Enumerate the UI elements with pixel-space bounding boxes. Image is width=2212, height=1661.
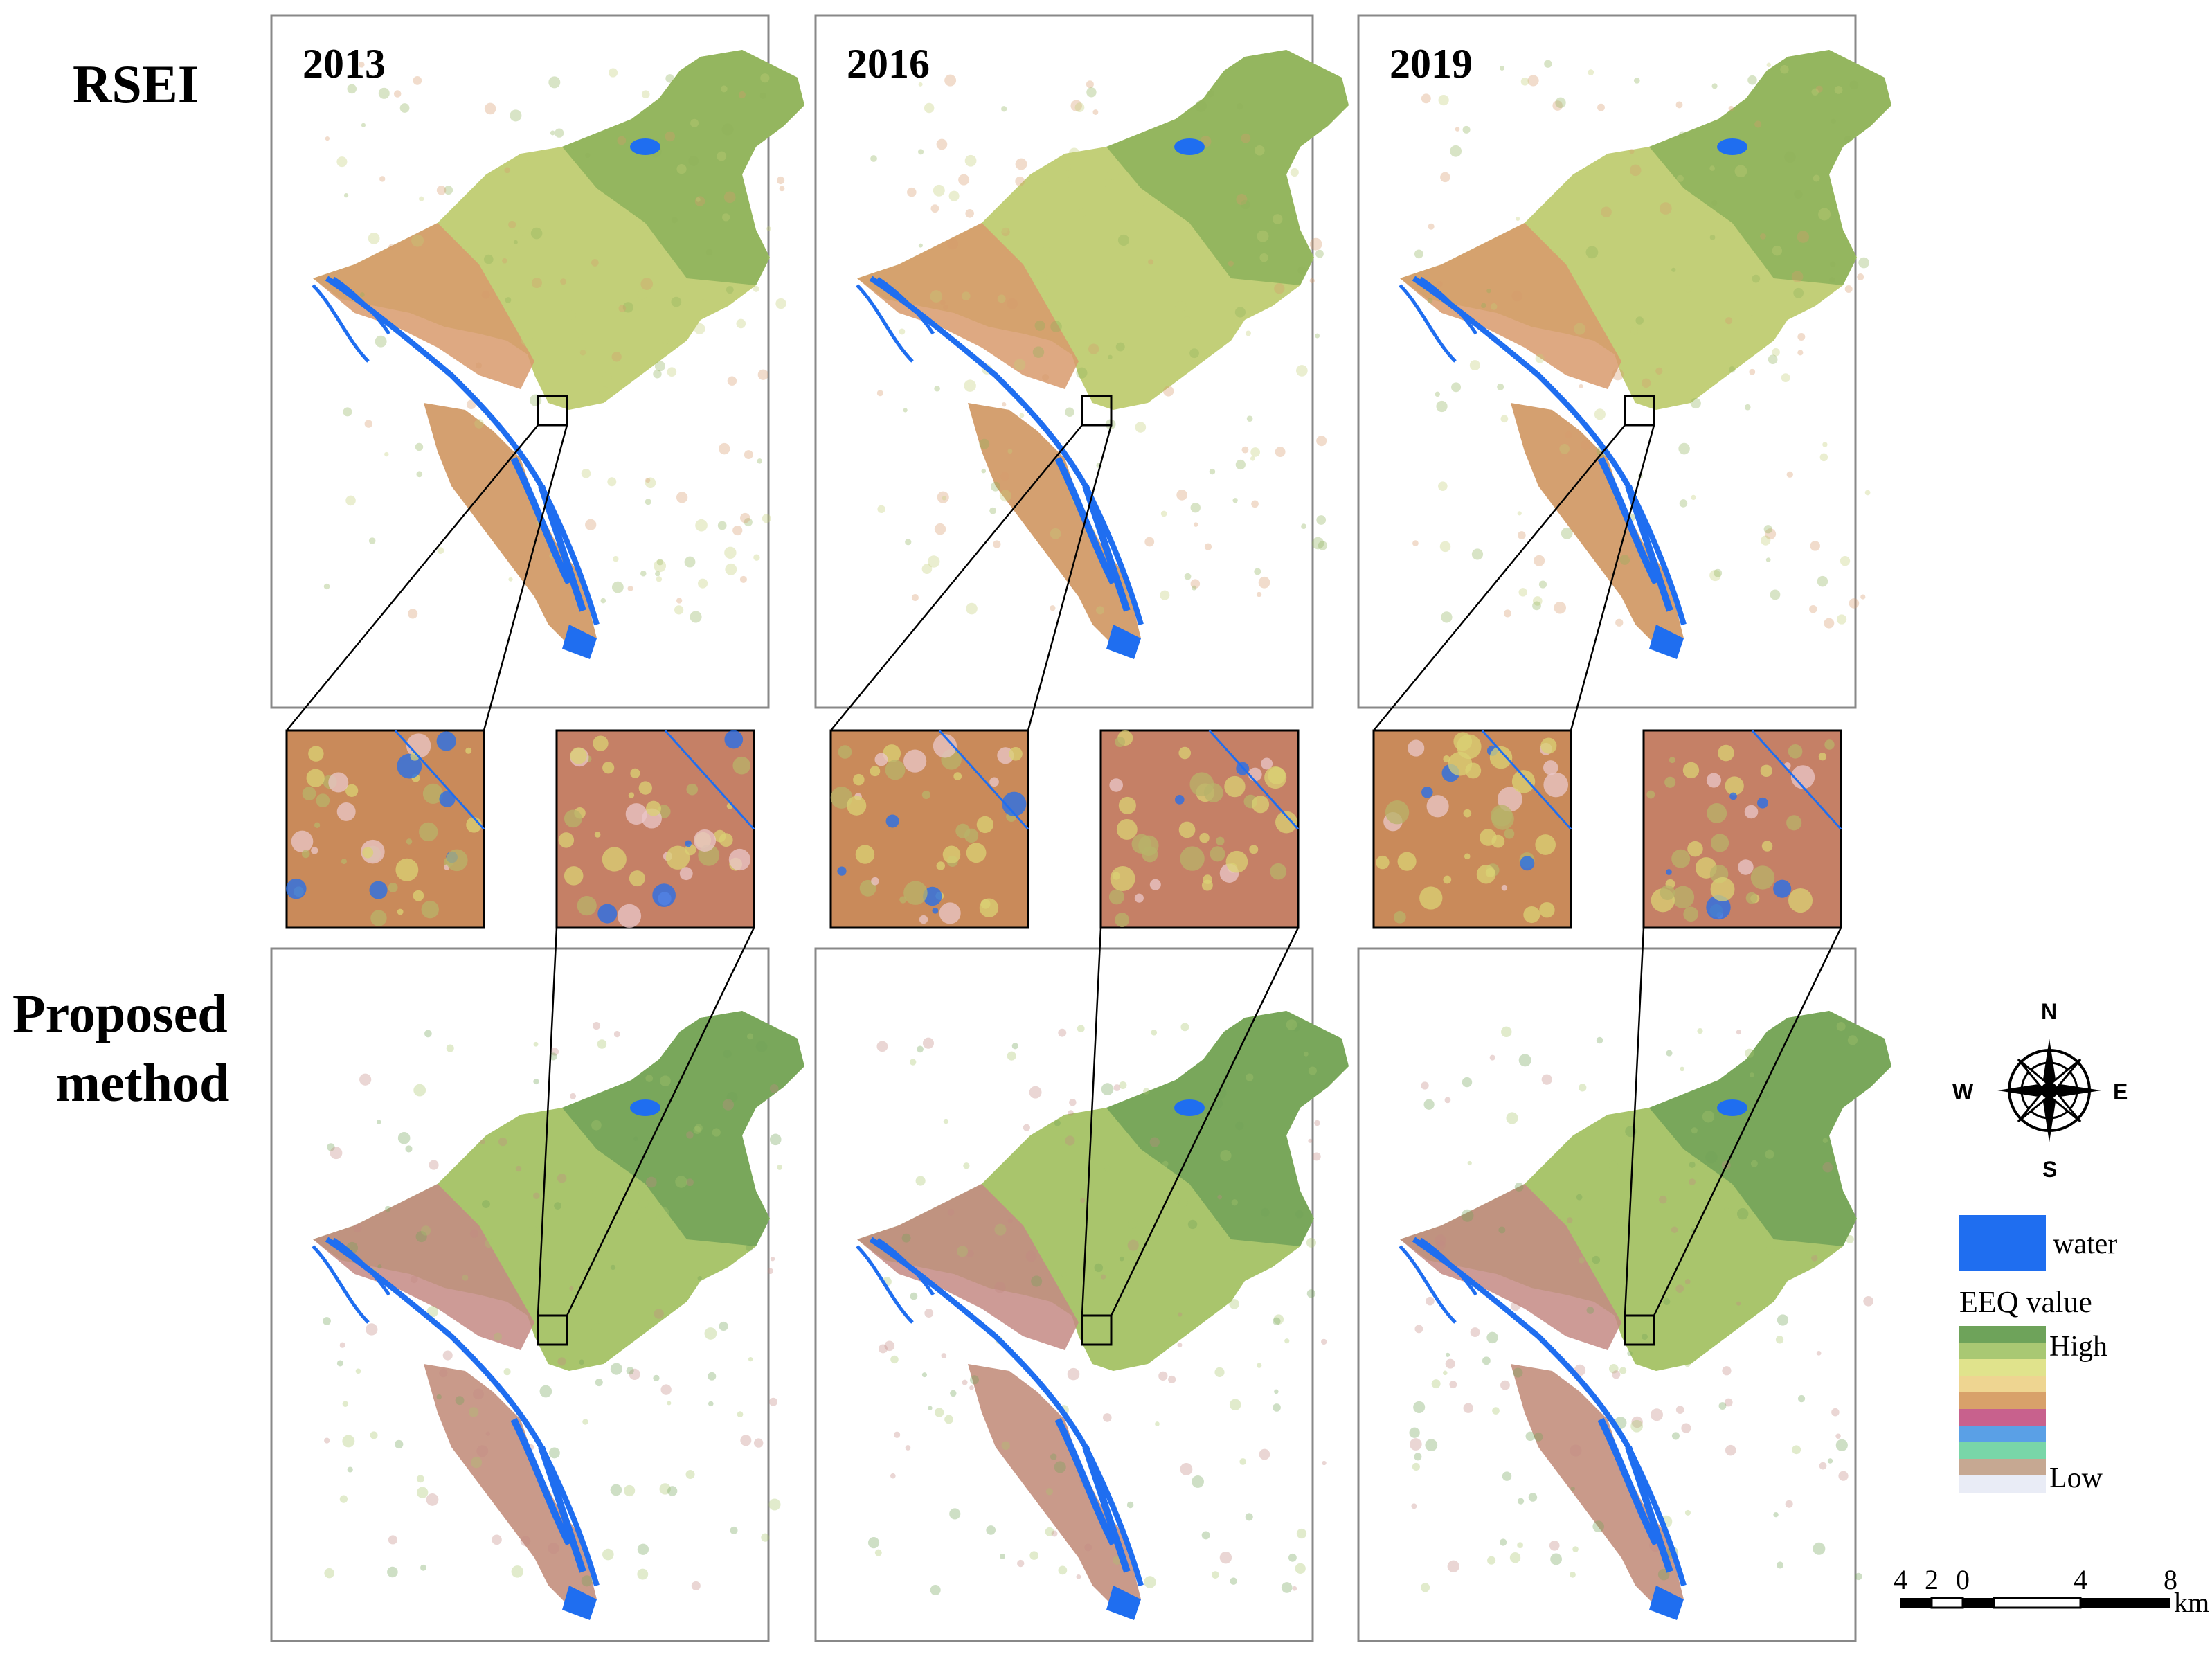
rsei-inset-box-2019 bbox=[1624, 395, 1655, 427]
ramp-band bbox=[1959, 1359, 2046, 1376]
zoom-proposed-2019 bbox=[1751, 729, 1842, 830]
panel-2016: 2016 bbox=[814, 14, 1349, 1642]
scale-bar-ticks: 4 2 0 4 8km bbox=[1894, 1564, 2209, 1618]
proposed-inset-box-2016 bbox=[1081, 1314, 1113, 1346]
ramp-band bbox=[1959, 1343, 2046, 1360]
compass-east-label: E bbox=[2113, 1079, 2128, 1104]
eeq-color-ramp bbox=[1959, 1326, 2046, 1493]
water-swatch bbox=[1959, 1215, 2046, 1271]
scale-tick-label: 2 bbox=[1925, 1564, 1939, 1595]
scale-bar bbox=[1900, 1597, 2170, 1609]
row-label-rsei: RSEI bbox=[73, 54, 199, 114]
scale-tick-label: 4 bbox=[2074, 1564, 2087, 1595]
rsei-inset-box-2013 bbox=[537, 395, 568, 427]
panel-2013: 2013 bbox=[270, 14, 804, 1642]
ramp-band bbox=[1959, 1326, 2046, 1343]
proposed-inset-box-2019 bbox=[1624, 1314, 1655, 1346]
row-label-method: method bbox=[55, 1052, 229, 1113]
ramp-band bbox=[1959, 1409, 2046, 1426]
scale-tick-label: 4 bbox=[1894, 1564, 1907, 1595]
ramp-band bbox=[1959, 1475, 2046, 1493]
compass-west-label: W bbox=[1952, 1079, 1974, 1104]
ramp-band bbox=[1959, 1426, 2046, 1443]
year-label-2019: 2019 bbox=[1390, 41, 1473, 87]
scale-tick-label: 0 bbox=[1956, 1564, 1970, 1595]
legend-high-label: High bbox=[2049, 1331, 2107, 1363]
year-label-2013: 2013 bbox=[303, 41, 386, 87]
ramp-band bbox=[1959, 1442, 2046, 1460]
ramp-band bbox=[1959, 1376, 2046, 1393]
legend-low-label: Low bbox=[2049, 1462, 2103, 1494]
map-panels: 2013 2016 2019 bbox=[270, 14, 1891, 1642]
compass-rose-icon bbox=[1997, 1039, 2101, 1142]
legend-eeq-title: EEQ value bbox=[1959, 1285, 2092, 1319]
proposed-inset-box-2013 bbox=[537, 1314, 568, 1346]
panel-2019: 2019 bbox=[1357, 14, 1891, 1642]
rsei-inset-box-2016 bbox=[1081, 395, 1113, 427]
ramp-band bbox=[1959, 1392, 2046, 1410]
scale-unit-label: km bbox=[2174, 1587, 2209, 1618]
scale-tick-label: 8 bbox=[2164, 1564, 2177, 1595]
legend-water-label: water bbox=[2053, 1228, 2117, 1260]
row-label-proposed: Proposed bbox=[12, 983, 228, 1043]
year-label-2016: 2016 bbox=[847, 41, 930, 87]
compass-north-label: N bbox=[2041, 999, 2057, 1024]
zoom-proposed-2016 bbox=[1208, 729, 1300, 830]
ramp-band bbox=[1959, 1459, 2046, 1476]
compass-south-label: S bbox=[2042, 1157, 2057, 1182]
zoom-proposed-2013 bbox=[664, 729, 755, 830]
